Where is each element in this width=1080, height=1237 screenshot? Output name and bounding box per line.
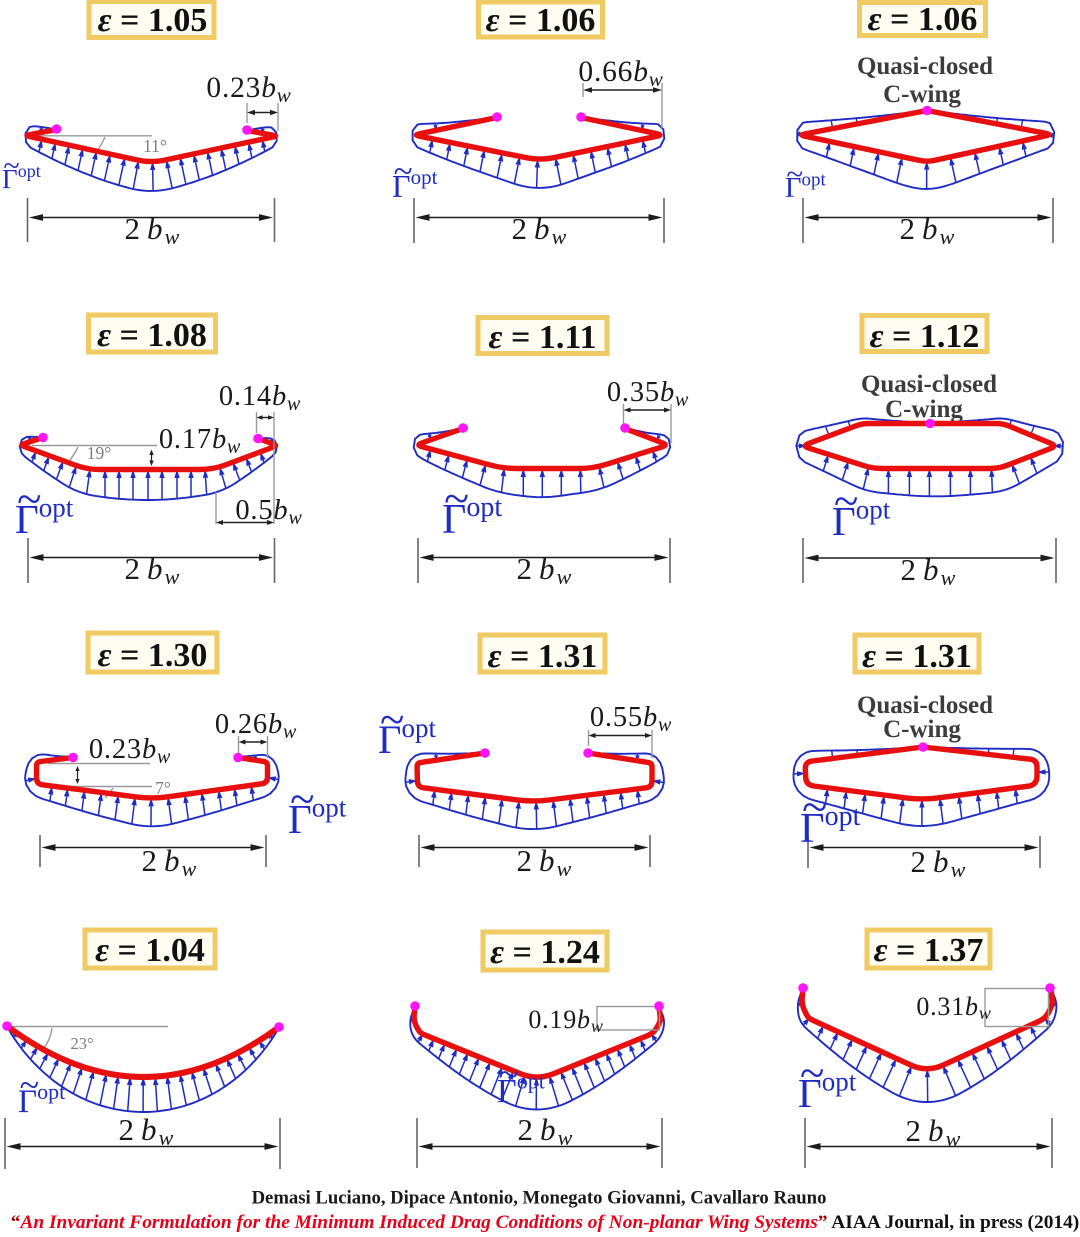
svg-text:0.23bw: 0.23bw <box>206 72 291 107</box>
svg-text:ε = 1.11: ε = 1.11 <box>489 319 597 356</box>
svg-text:11°: 11° <box>143 136 167 156</box>
svg-text:~: ~ <box>17 474 41 524</box>
svg-text:0.23bw: 0.23bw <box>89 734 171 768</box>
svg-text:Quasi-closed: Quasi-closed <box>857 692 993 719</box>
svg-text:opt: opt <box>37 1079 65 1104</box>
svg-text:ε = 1.04: ε = 1.04 <box>95 932 205 969</box>
svg-text:0.35bw: 0.35bw <box>607 377 689 411</box>
svg-text:Γ: Γ <box>800 805 825 852</box>
svg-text:~: ~ <box>800 1048 824 1098</box>
svg-text:Γ: Γ <box>442 497 466 543</box>
svg-text:Quasi-closed: Quasi-closed <box>861 371 997 398</box>
svg-text:ε = 1.31: ε = 1.31 <box>488 638 598 675</box>
svg-text:0.55bw: 0.55bw <box>590 702 672 736</box>
svg-text:opt: opt <box>411 165 438 189</box>
svg-text:23°: 23° <box>70 1034 93 1053</box>
svg-text:0.26bw: 0.26bw <box>215 709 297 743</box>
svg-text:~: ~ <box>444 473 469 524</box>
svg-text:opt: opt <box>802 170 827 191</box>
svg-text:Γ: Γ <box>15 496 39 542</box>
svg-text:ε = 1.06: ε = 1.06 <box>486 2 596 39</box>
svg-text:opt: opt <box>517 1068 545 1093</box>
svg-text:~: ~ <box>3 150 19 183</box>
svg-text:C-wing: C-wing <box>883 716 961 743</box>
svg-text:ε = 1.08: ε = 1.08 <box>97 317 207 354</box>
svg-text:opt: opt <box>402 713 437 743</box>
svg-text:0.66bw: 0.66bw <box>578 56 663 91</box>
svg-text:C-wing: C-wing <box>883 81 961 108</box>
svg-text:opt: opt <box>822 1067 857 1097</box>
svg-text:7°: 7° <box>155 778 171 798</box>
svg-text:~: ~ <box>394 151 413 190</box>
svg-text:opt: opt <box>466 492 502 523</box>
svg-text:~: ~ <box>802 782 827 834</box>
svg-text:ε = 1.06: ε = 1.06 <box>868 1 978 38</box>
svg-text:2 bw: 2 bw <box>517 1112 574 1150</box>
svg-text:0.19bw: 0.19bw <box>528 1005 603 1036</box>
svg-text:~: ~ <box>380 694 404 744</box>
svg-text:Demasi Luciano, Dipace Antonio: Demasi Luciano, Dipace Antonio, Monegato… <box>252 1188 827 1209</box>
svg-text:2 bw: 2 bw <box>516 843 573 881</box>
svg-text:2 bw: 2 bw <box>899 211 956 249</box>
svg-text:2 bw: 2 bw <box>124 211 181 249</box>
svg-text:Γ: Γ <box>497 1073 517 1110</box>
svg-text:Γ: Γ <box>798 1070 822 1116</box>
svg-text:Γ: Γ <box>288 796 312 842</box>
svg-text:ε = 1.05: ε = 1.05 <box>98 2 208 39</box>
svg-text:ε = 1.37: ε = 1.37 <box>874 932 984 969</box>
svg-text:~: ~ <box>290 774 314 824</box>
svg-text:ε = 1.31: ε = 1.31 <box>862 638 972 675</box>
svg-text:Γ: Γ <box>2 164 18 194</box>
svg-text:~: ~ <box>499 1054 519 1095</box>
svg-text:Γ: Γ <box>378 717 401 762</box>
svg-text:2 bw: 2 bw <box>900 552 957 590</box>
svg-text:Γ: Γ <box>18 1084 37 1120</box>
svg-text:0.17bw: 0.17bw <box>159 424 241 458</box>
svg-text:opt: opt <box>825 801 861 832</box>
svg-text:Γ: Γ <box>832 498 856 544</box>
svg-text:ε = 1.24: ε = 1.24 <box>490 934 600 971</box>
svg-text:19°: 19° <box>87 443 112 463</box>
svg-text:Γ: Γ <box>392 168 411 204</box>
svg-text:“An Invariant Formulation for: “An Invariant Formulation for the Minimu… <box>11 1212 1080 1233</box>
svg-text:opt: opt <box>856 495 891 525</box>
svg-text:opt: opt <box>18 161 41 181</box>
svg-text:0.14bw: 0.14bw <box>219 381 301 415</box>
svg-text:ε = 1.30: ε = 1.30 <box>98 637 208 674</box>
svg-text:opt: opt <box>312 793 347 823</box>
svg-text:ε = 1.12: ε = 1.12 <box>870 318 980 355</box>
svg-text:~: ~ <box>834 476 858 526</box>
svg-text:Quasi-closed: Quasi-closed <box>857 53 993 80</box>
svg-text:Γ: Γ <box>785 173 801 204</box>
svg-text:~: ~ <box>786 156 803 191</box>
svg-text:0.31bw: 0.31bw <box>916 992 991 1023</box>
svg-text:opt: opt <box>39 493 74 523</box>
svg-text:~: ~ <box>20 1065 39 1105</box>
svg-text:C-wing: C-wing <box>885 396 963 423</box>
